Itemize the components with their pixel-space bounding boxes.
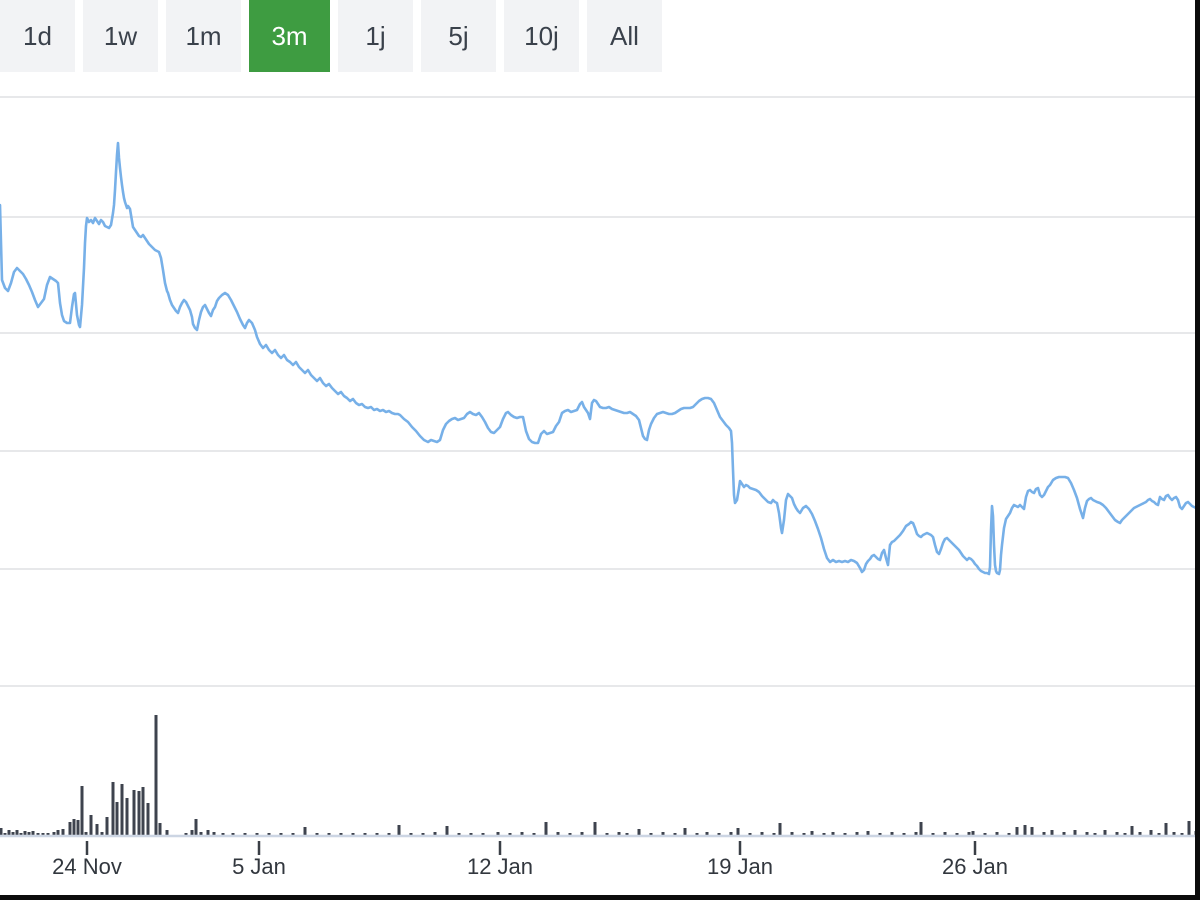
- range-button-10j[interactable]: 10j: [504, 0, 579, 72]
- volume-bars: [0, 715, 1198, 835]
- range-button-1d[interactable]: 1d: [0, 0, 75, 72]
- range-button-All[interactable]: All: [587, 0, 662, 72]
- x-axis-label: 26 Jan: [942, 854, 1008, 879]
- x-axis-label: 19 Jan: [707, 854, 773, 879]
- x-axis-label: 12 Jan: [467, 854, 533, 879]
- x-axis-label: 24 Nov: [52, 854, 122, 879]
- range-button-5j[interactable]: 5j: [421, 0, 496, 72]
- time-range-toolbar: 1d 1w 1m 3m 1j 5j 10j All: [0, 0, 662, 72]
- range-button-1j[interactable]: 1j: [338, 0, 413, 72]
- price-line: [0, 141, 1198, 576]
- range-button-1w[interactable]: 1w: [83, 0, 158, 72]
- range-button-3m[interactable]: 3m: [249, 0, 330, 72]
- screen-edge-right: [1195, 0, 1200, 900]
- range-button-1m[interactable]: 1m: [166, 0, 241, 72]
- screen-edge-bottom: [0, 895, 1200, 900]
- x-axis-label: 5 Jan: [232, 854, 286, 879]
- x-axis: 24 Nov 5 Jan 12 Jan 19 Jan 26 Jan: [52, 841, 1008, 879]
- grid-lines: [0, 96, 1195, 687]
